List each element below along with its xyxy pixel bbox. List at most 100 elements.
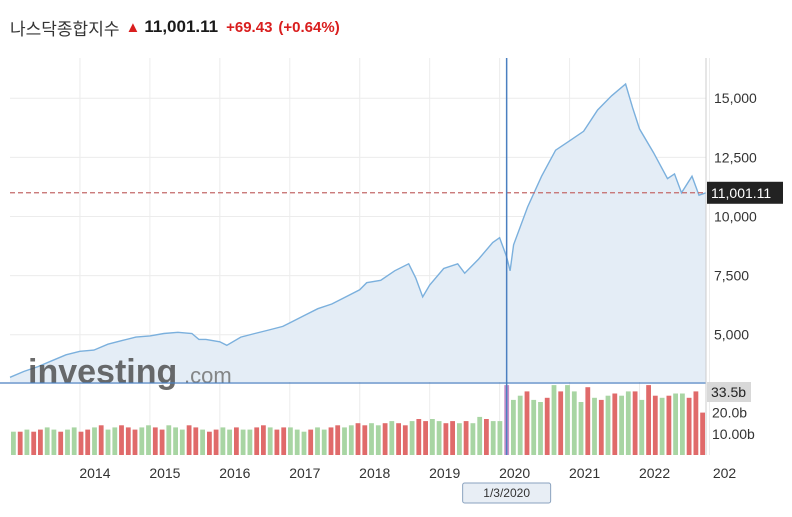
- volume-bar: [301, 431, 307, 455]
- price-change: +69.43: [226, 18, 273, 36]
- volume-bar: [58, 431, 64, 455]
- volume-bar: [382, 423, 388, 455]
- price-area-fill: [10, 84, 706, 382]
- volume-bar: [605, 395, 611, 455]
- volume-bar: [659, 397, 665, 455]
- volume-bar: [315, 427, 320, 455]
- volume-bar: [200, 429, 205, 455]
- volume-bar: [443, 423, 449, 455]
- y-tick-label: 12,500: [714, 149, 757, 165]
- volume-bar: [436, 421, 442, 455]
- volume-bar: [375, 425, 381, 455]
- volume-bar: [247, 429, 253, 455]
- volume-bar: [585, 387, 591, 455]
- volume-bar: [700, 412, 705, 455]
- x-tick-label: 2022: [639, 465, 670, 481]
- volume-bar: [396, 423, 401, 455]
- volume-bar: [173, 427, 178, 455]
- chart-axes: 2014 2015 2016 2017 2018 2019 2020 2021 2022 202 5…: [79, 58, 757, 481]
- volume-bar: [119, 425, 124, 455]
- volume-bar: [538, 402, 543, 455]
- volume-bar: [490, 421, 496, 455]
- volume-bar: [423, 421, 428, 455]
- x-tick-label: 2020: [499, 465, 530, 481]
- volume-bar: [335, 425, 341, 455]
- volume-bar: [274, 429, 280, 455]
- volume-bar: [112, 427, 118, 455]
- current-price-label: 11,001.11: [711, 185, 771, 201]
- volume-bar: [389, 421, 395, 455]
- volume-bar: [416, 419, 422, 455]
- volume-bar: [524, 391, 530, 455]
- volume-bar: [261, 425, 266, 455]
- volume-bar: [159, 429, 165, 455]
- volume-bar: [625, 391, 631, 455]
- current-price: 11,001.11: [144, 17, 219, 36]
- volume-bar: [254, 427, 260, 455]
- y-tick-label: 7,500: [714, 268, 749, 284]
- index-name: 나스닥종합지수: [10, 19, 120, 40]
- volume-bar: [578, 402, 584, 455]
- volume-bar: [85, 429, 91, 455]
- volume-bar: [457, 423, 462, 455]
- volume-bar: [639, 399, 645, 455]
- volume-bar: [24, 429, 30, 455]
- volume-bar: [558, 391, 564, 455]
- volume-tick-label: 20.0b: [712, 405, 747, 421]
- crosshair-date-label: 1/3/2020: [483, 486, 530, 500]
- volume-bar: [11, 431, 16, 455]
- volume-bar: [227, 429, 232, 455]
- volume-bar: [592, 397, 597, 455]
- x-tick-label: 2018: [359, 465, 390, 481]
- volume-bar: [598, 399, 604, 455]
- volume-bar: [619, 395, 624, 455]
- crosshair-date-badge: [462, 482, 552, 504]
- volume-bar: [213, 429, 219, 455]
- volume-bar: [281, 427, 287, 455]
- volume-bar: [146, 425, 151, 455]
- chart-overlays: 11,001.11 1/3/2020: [0, 58, 783, 504]
- volume-bar: [207, 431, 212, 455]
- volume-bar: [693, 391, 699, 455]
- investing-logo: investing .com: [28, 353, 232, 391]
- volume-bar: [267, 427, 273, 455]
- volume-bar: [31, 431, 37, 455]
- volume-tick-label: 10.00b: [712, 426, 755, 442]
- volume-bar: [166, 425, 172, 455]
- volume-bars: [11, 385, 705, 455]
- y-tick-label: 10,000: [714, 208, 757, 224]
- volume-bar: [132, 429, 138, 455]
- volume-bar: [17, 431, 23, 455]
- volume-bar: [497, 421, 503, 455]
- volume-bar: [92, 427, 97, 455]
- price-line: [9, 82, 707, 378]
- volume-bar: [105, 429, 111, 455]
- volume-bar: [71, 427, 77, 455]
- volume-bar: [652, 395, 658, 455]
- volume-bar: [511, 399, 516, 455]
- volume-bar: [355, 423, 361, 455]
- volume-bar: [686, 397, 692, 455]
- volume-bar: [294, 429, 300, 455]
- volume-bar: [571, 391, 577, 455]
- volume-bar: [450, 421, 455, 455]
- volume-bar: [430, 419, 435, 455]
- y-tick-label: 15,000: [714, 90, 757, 106]
- volume-max-badge: [707, 382, 751, 402]
- volume-bar: [646, 385, 651, 455]
- brand-suffix: .com: [184, 363, 232, 388]
- volume-bar: [342, 427, 347, 455]
- volume-bar: [179, 429, 185, 455]
- volume-bar: [484, 419, 489, 455]
- volume-bar: [531, 399, 537, 455]
- volume-bar: [565, 385, 570, 455]
- volume-bar: [409, 421, 415, 455]
- up-arrow-icon: ▲: [125, 18, 141, 36]
- volume-bar: [369, 423, 374, 455]
- volume-bar: [517, 395, 523, 455]
- volume-bar: [463, 421, 469, 455]
- volume-bar: [470, 423, 476, 455]
- volume-bar: [38, 429, 43, 455]
- volume-bar: [78, 431, 84, 455]
